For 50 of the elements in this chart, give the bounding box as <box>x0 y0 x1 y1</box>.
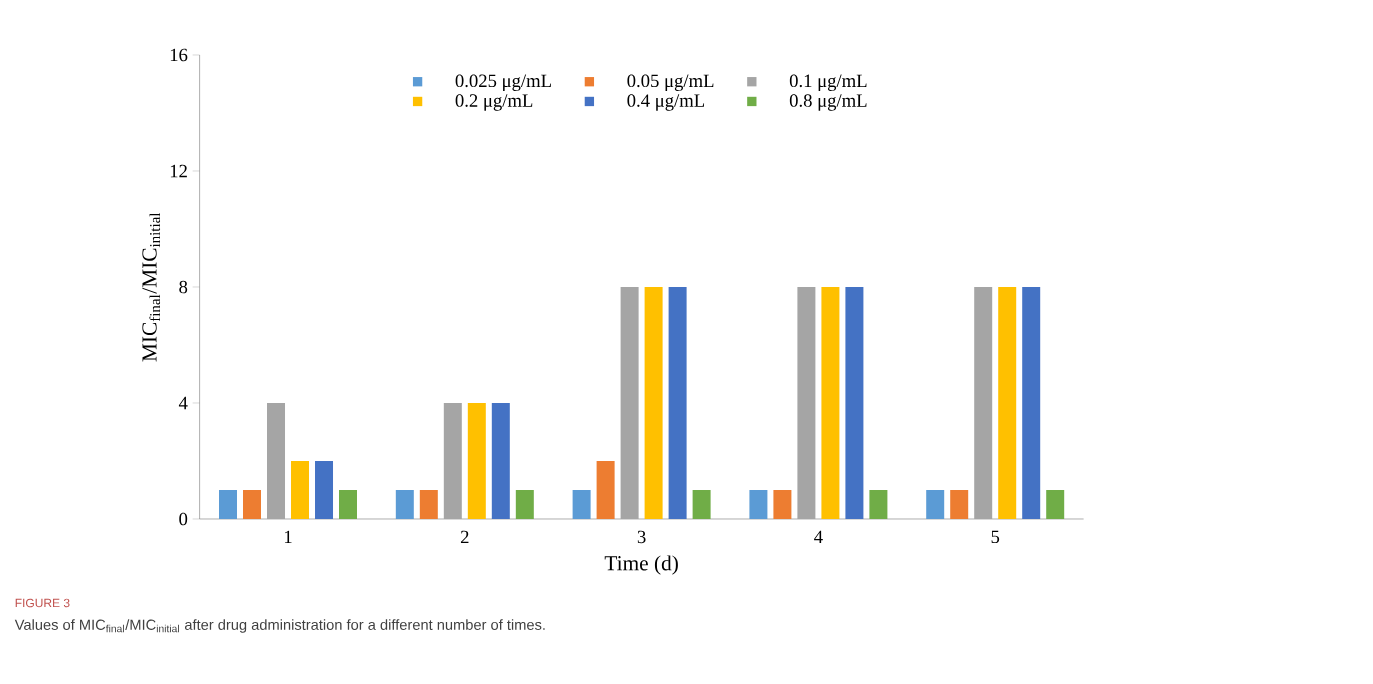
x-tick-label: 1 <box>284 530 292 544</box>
bar <box>773 489 792 519</box>
x-axis-title: Time (d) <box>604 555 678 575</box>
bar <box>998 286 1017 519</box>
bar <box>219 489 238 519</box>
bar <box>596 460 615 519</box>
bar <box>419 489 438 519</box>
bar <box>1046 489 1065 519</box>
bar <box>243 489 262 519</box>
bar <box>443 402 462 519</box>
x-tick-label: 3 <box>637 530 646 544</box>
y-axis-title: MIC$_{final}$/MIC$_{initial}$ <box>142 212 161 362</box>
bar <box>491 402 510 519</box>
bar <box>974 286 993 519</box>
legend-label: 0.2 μg/mL <box>455 94 533 111</box>
bar <box>950 489 969 519</box>
y-tick-label: 12 <box>170 164 187 178</box>
bar <box>821 286 840 519</box>
legend-label: 0.025 μg/mL <box>455 74 551 91</box>
bar <box>926 489 945 519</box>
y-tick-label: 16 <box>170 48 188 62</box>
bar <box>467 402 486 519</box>
x-tick-label: 5 <box>991 530 1000 544</box>
bar <box>1022 286 1041 519</box>
x-tick-label: 4 <box>814 530 823 543</box>
bar <box>845 286 864 519</box>
legend-label: 0.4 μg/mL <box>627 94 705 111</box>
bar <box>692 489 711 519</box>
bar <box>749 489 768 519</box>
legend-label: 0.1 μg/mL <box>789 74 867 91</box>
bar <box>339 489 358 519</box>
bar <box>515 489 534 519</box>
bar <box>644 286 663 519</box>
bar <box>267 402 286 519</box>
x-tick-label: 2 <box>460 530 469 544</box>
bar <box>395 489 414 519</box>
bar <box>869 489 888 519</box>
bar <box>572 489 591 519</box>
legend-label: 0.8 μg/mL <box>789 94 867 111</box>
y-tick-label: 8 <box>179 280 188 294</box>
y-tick-label: 0 <box>179 512 188 526</box>
bar <box>620 286 639 519</box>
bar <box>291 460 310 519</box>
bar <box>668 286 687 519</box>
legend-label: 0.05 μg/mL <box>627 74 714 91</box>
text: Values of MIC$_{final}$/MIC$_{initial}$ after drug administration for a different number of times. <box>14 619 545 633</box>
bar <box>797 286 816 519</box>
caption: FIGURE 3 <box>15 598 70 608</box>
bar <box>315 460 334 519</box>
y-tick-label: 4 <box>178 396 188 410</box>
